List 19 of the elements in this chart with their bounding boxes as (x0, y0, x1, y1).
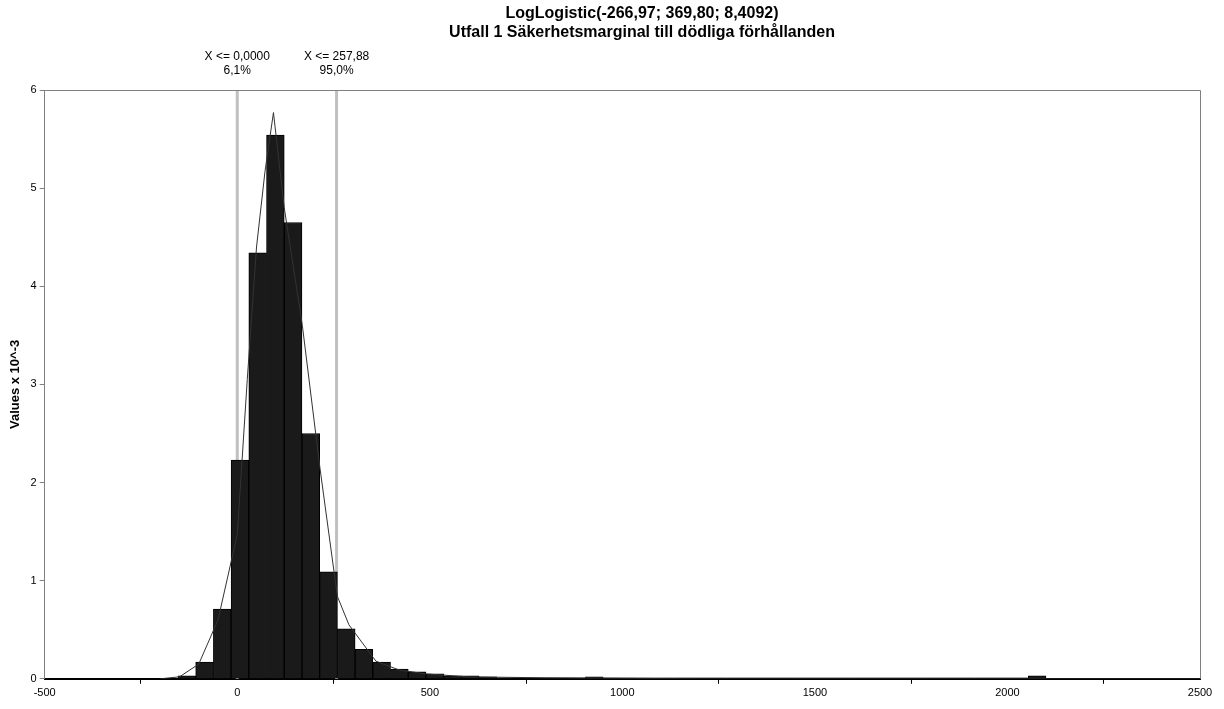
chart-subtitle: Utfall 1 Säkerhetsmarginal till dödliga förhållanden (449, 23, 835, 41)
x-tick-label: 2000 (995, 686, 1020, 699)
ref-line-label: X <= 257,88 95,0% (303, 49, 370, 78)
x-tick-label: 2500 (1187, 686, 1213, 699)
y-axis-title: Values x 10^-3 (7, 339, 23, 430)
x-tick-label: 1500 (802, 686, 828, 699)
y-tick-label: 1 (30, 573, 37, 586)
y-tick-label: 4 (30, 279, 37, 292)
ref-line-label: X <= 0,0000 6,1% (204, 49, 271, 78)
x-tick-label: 500 (420, 686, 439, 699)
y-tick-label: 2 (30, 475, 37, 488)
chart-title: LogLogistic(-266,97; 369,80; 8,4092) (505, 4, 779, 22)
y-tick-label: 6 (30, 83, 37, 96)
x-tick-label: 1000 (610, 686, 635, 699)
x-tick-label: 0 (234, 686, 241, 699)
x-tick-label: -500 (33, 686, 56, 699)
y-tick-label: 3 (30, 377, 37, 390)
y-tick-label: 0 (30, 671, 37, 684)
y-tick-label: 5 (30, 181, 37, 194)
